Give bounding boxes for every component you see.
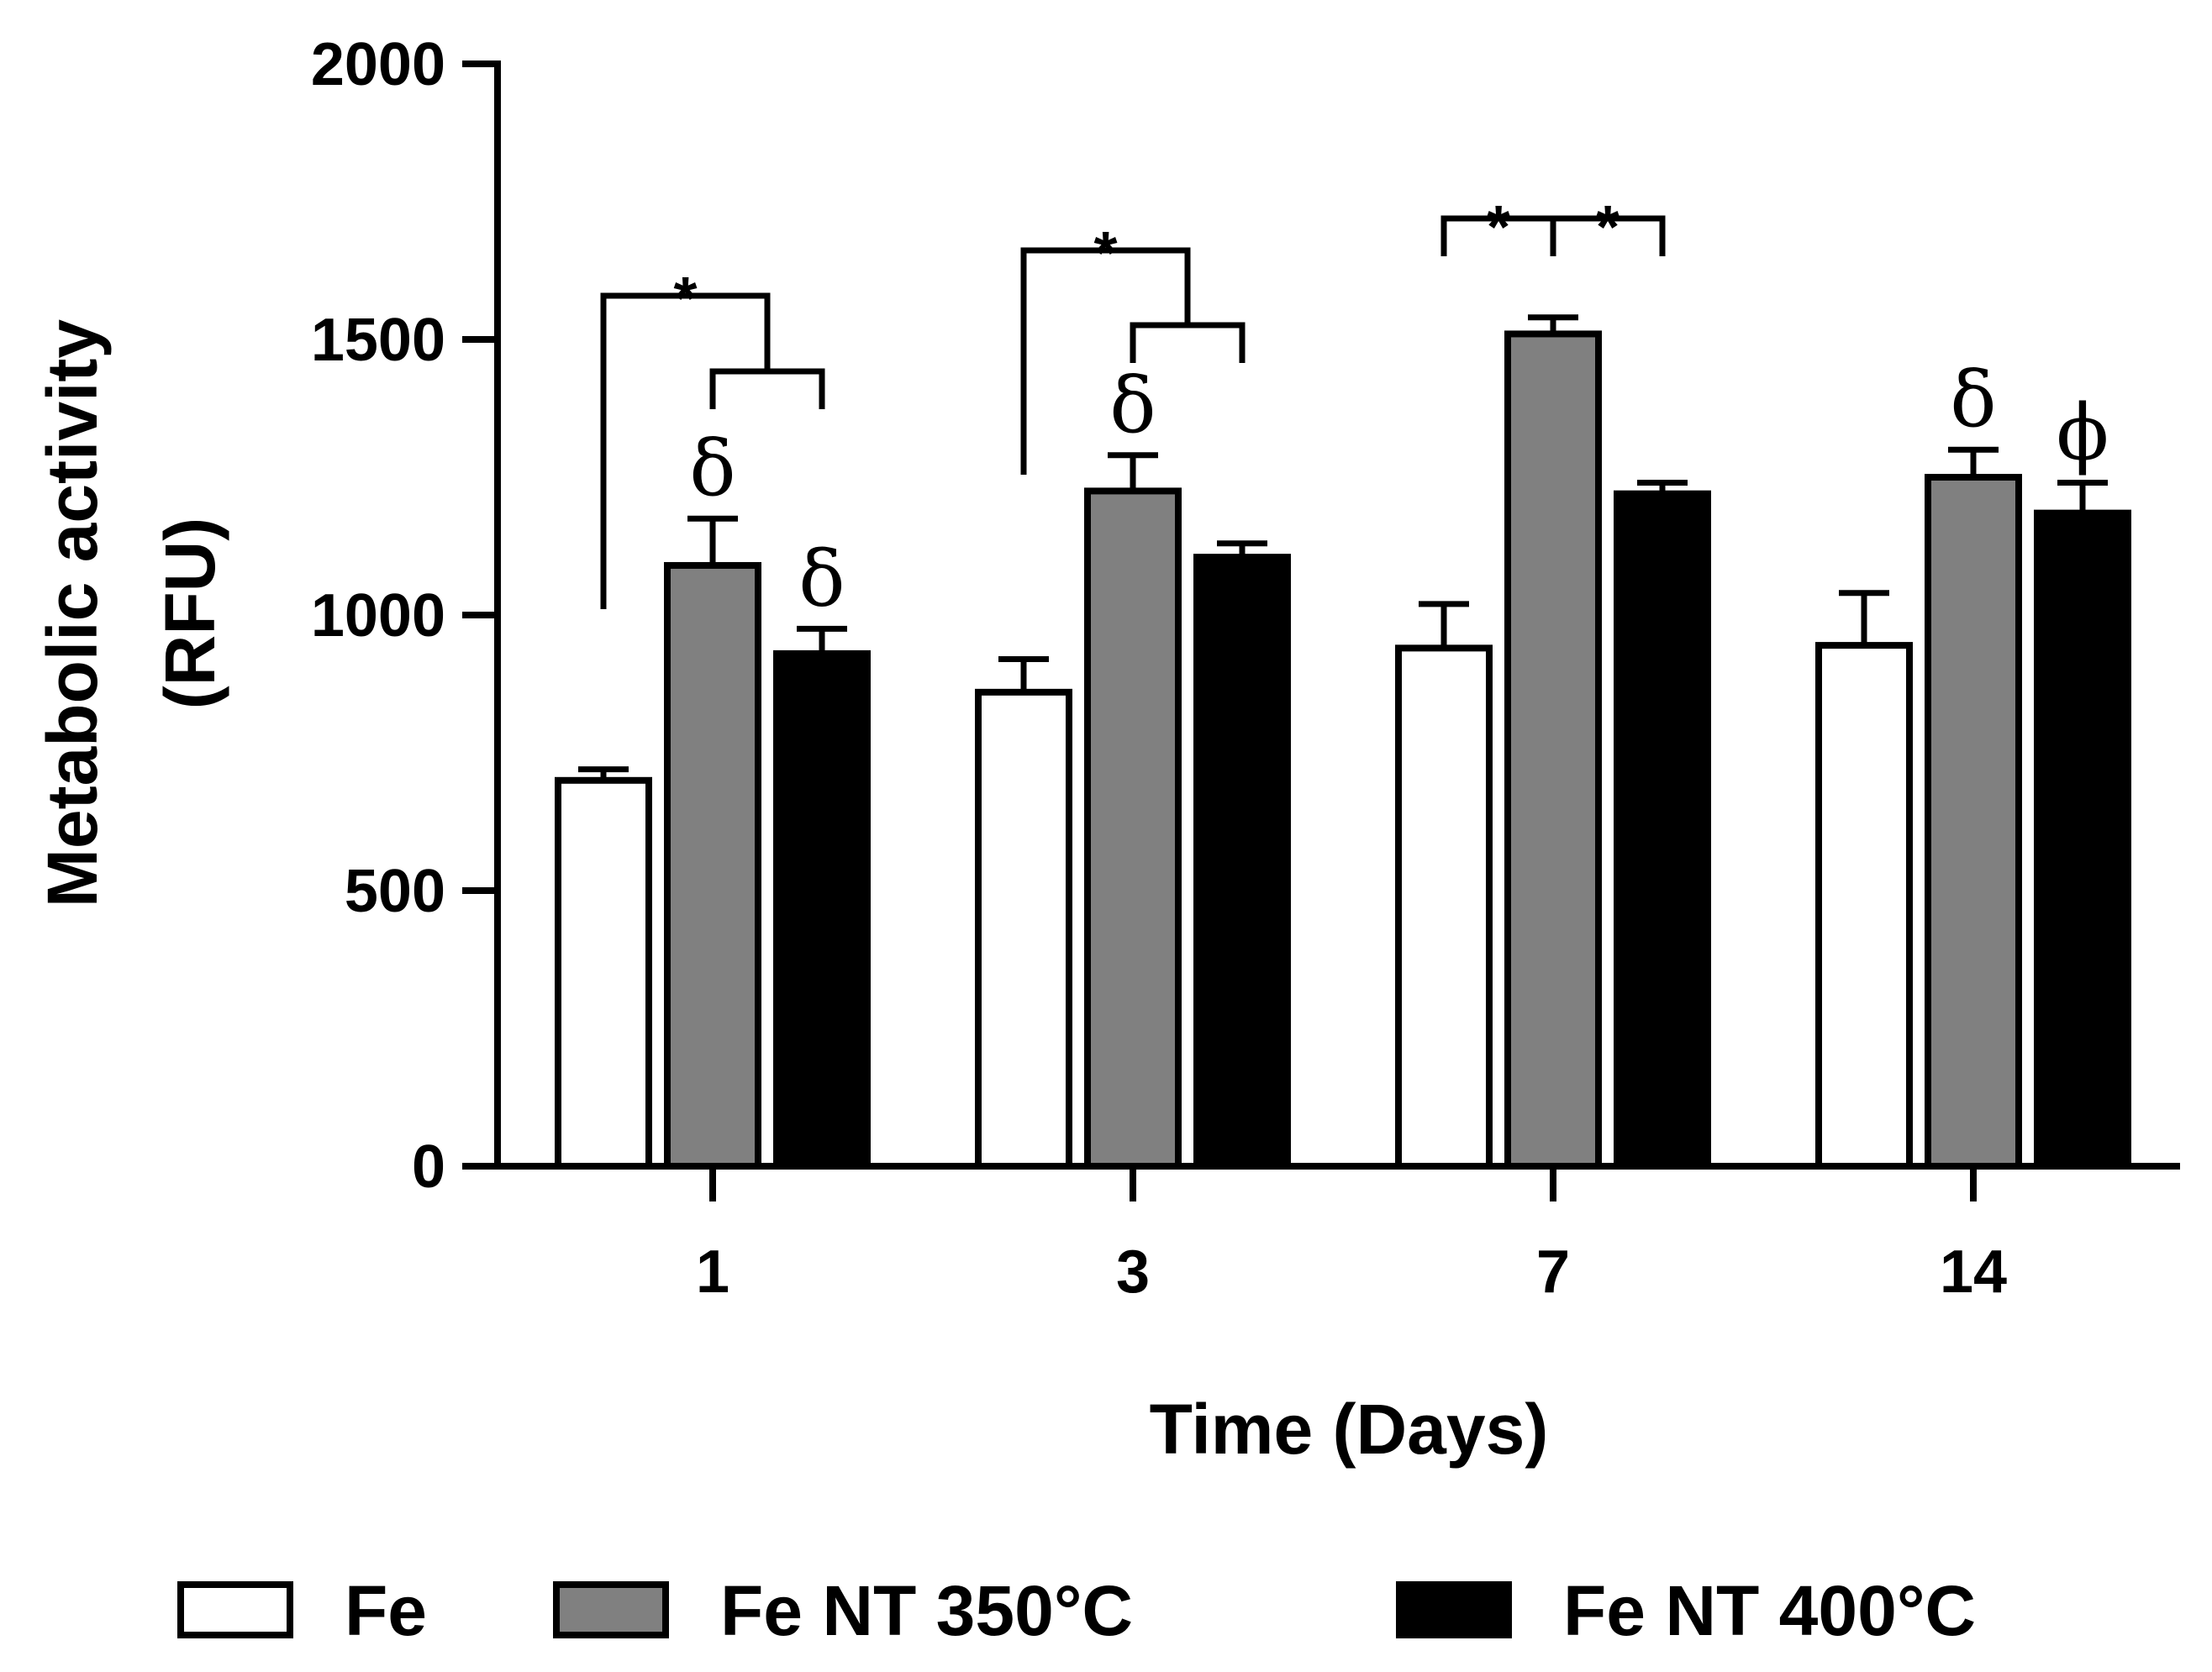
bar-symbol: δ <box>798 534 845 623</box>
y-tick-label: 1500 <box>311 307 445 374</box>
y-tick-label: 1000 <box>311 582 445 649</box>
bar-1-day-3 <box>975 688 1072 1170</box>
bar-2-day-7 <box>1504 330 1602 1170</box>
bar-1-day-1 <box>555 776 652 1170</box>
bar-symbol: δ <box>689 423 735 513</box>
bar-1-day-14 <box>1815 642 1913 1170</box>
significance-bracket <box>1020 247 1246 475</box>
x-axis-title: Time (Days) <box>1150 1390 1549 1469</box>
significance-star: * <box>1596 194 1620 261</box>
bar-symbol: δ <box>1950 355 1996 444</box>
significance-star: * <box>673 266 697 333</box>
error-bar-2-day-14 <box>1948 446 1999 477</box>
error-bar-3-day-1 <box>797 625 847 654</box>
legend-swatch-2 <box>553 1581 669 1638</box>
bar-3-day-14 <box>2034 509 2131 1170</box>
error-bar-1-day-1 <box>578 766 629 781</box>
significance-bracket <box>1550 215 1666 256</box>
legend-label-3: Fe NT 400°C <box>1563 1571 1976 1650</box>
bar-symbol: ϕ <box>2057 388 2109 478</box>
bar-symbol: δ <box>1109 360 1156 450</box>
bar-2-day-14 <box>1925 474 2022 1170</box>
y-tick-label: 0 <box>412 1133 445 1201</box>
error-bar-1-day-3 <box>998 655 1049 692</box>
y-axis-title-line1: Metabolic activity <box>33 319 112 908</box>
error-bar-3-day-3 <box>1217 540 1267 558</box>
error-bar-1-day-7 <box>1419 601 1469 649</box>
error-bar-1-day-14 <box>1839 590 1889 646</box>
significance-bracket <box>600 292 825 609</box>
legend-label-1: Fe <box>345 1571 427 1650</box>
legend: Fe Fe NT 350°C Fe NT 400°C <box>177 1571 1976 1650</box>
legend-swatch-3 <box>1396 1581 1512 1638</box>
significance-star: * <box>1487 194 1510 261</box>
bar-2-day-3 <box>1084 487 1182 1170</box>
y-axis-title-line2: (RFU) <box>150 518 229 710</box>
y-tick-label: 2000 <box>311 31 445 98</box>
bar-3-day-3 <box>1193 554 1291 1170</box>
axes-layer: 0 500 1000 1500 2000 1 3 7 14 <box>311 31 2180 1306</box>
error-bar-2-day-1 <box>687 515 738 565</box>
bar-3-day-1 <box>773 649 871 1170</box>
x-tick-label: 7 <box>1536 1238 1570 1306</box>
legend-swatch-1 <box>177 1581 293 1638</box>
error-bars-layer <box>578 314 2108 781</box>
significance-star: * <box>1093 220 1117 287</box>
bars-layer <box>555 330 2131 1170</box>
bar-1-day-7 <box>1395 644 1493 1170</box>
error-bar-2-day-7 <box>1528 314 1578 334</box>
error-bar-3-day-14 <box>2057 480 2108 513</box>
bar-3-day-7 <box>1614 490 1711 1170</box>
error-bar-2-day-3 <box>1108 452 1158 492</box>
legend-label-2: Fe NT 350°C <box>720 1571 1133 1650</box>
error-bar-3-day-7 <box>1637 480 1688 494</box>
bar-2-day-1 <box>664 561 761 1170</box>
x-tick-label: 14 <box>1940 1238 2007 1306</box>
x-tick-label: 1 <box>696 1238 729 1306</box>
x-tick-label: 3 <box>1116 1238 1150 1306</box>
bar-symbols-layer: δδδ δ ϕ <box>689 355 2109 623</box>
y-tick-label: 500 <box>345 858 445 925</box>
significance-layer: * * * * <box>600 194 1666 609</box>
